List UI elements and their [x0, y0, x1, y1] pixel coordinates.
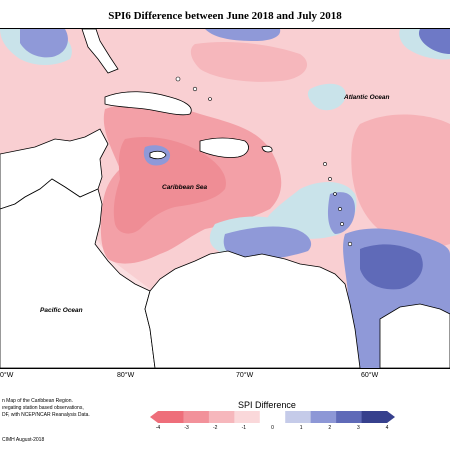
credits-line-3: DF, with NCEP/NCAR Reanalysis Data. [2, 412, 90, 418]
legend-tick-label: -2 [213, 425, 218, 431]
small-islands [175, 76, 353, 247]
legend-cell [336, 411, 362, 423]
legend-color-cells [158, 411, 388, 423]
map-panel[interactable]: Atlantic Ocean Caribbean Sea Pacific Oce… [0, 28, 450, 369]
credits-line-2: ıregating station based observations, [2, 405, 84, 411]
legend-tick-label: -4 [155, 425, 161, 431]
caribbean-sea-label: Caribbean Sea [162, 184, 208, 191]
credits-line-1: n Map of the Caribbean Region. [2, 398, 73, 404]
legend-tick-label: -1 [241, 425, 247, 431]
land-masses [0, 29, 450, 368]
legend-colorbar [150, 411, 395, 423]
cuba-land [104, 91, 192, 116]
legend-title: SPI Difference [238, 400, 296, 410]
florida-land [81, 29, 119, 74]
lon-label-60w: 60°W [361, 372, 379, 379]
legend-tick-label: 2 [328, 425, 332, 431]
hispaniola-land [199, 137, 249, 158]
blue-windward [327, 192, 355, 234]
lon-label-80w: 80°W [117, 372, 135, 379]
legend-tick-label: 1 [299, 425, 303, 431]
deep-blue-guianas [360, 244, 423, 290]
blue-northeast [418, 29, 450, 54]
pacific-ocean-label: Pacific Ocean [40, 307, 83, 314]
atlantic-red-patch-north [190, 42, 308, 82]
legend-cell [158, 411, 184, 423]
light-blue-atlantic [307, 83, 346, 111]
guianas-interior-land [379, 303, 450, 368]
legend-cell [183, 411, 210, 423]
atlantic-red-patch-east [351, 114, 450, 247]
lon-label-70w: 70°W [236, 372, 254, 379]
legend-cell [361, 411, 388, 423]
map-canvas: Atlantic Ocean Caribbean Sea Pacific Oce… [0, 29, 450, 368]
lon-label-0: 0°W [0, 372, 14, 379]
puerto-rico-land [261, 145, 273, 153]
legend-high-arrow [387, 411, 395, 423]
blue-north-center [205, 29, 281, 41]
map-title: SPI6 Difference between June 2018 and Ju… [108, 10, 342, 22]
legend-tick-label: 0 [271, 425, 274, 431]
blue-northwest [20, 29, 68, 58]
legend-cell [234, 411, 261, 423]
deepest-red-core [113, 137, 226, 234]
legend-tick-label: -3 [184, 425, 189, 431]
blue-venezuela-coast [223, 226, 312, 261]
credits-block: n Map of the Caribbean Region. ıregating… [2, 398, 90, 419]
legend-cell [285, 411, 311, 423]
south-america-land [144, 250, 361, 368]
legend-tick-label: 3 [356, 425, 360, 431]
jamaica-land [149, 150, 167, 160]
legend-cell [259, 411, 286, 423]
legend-cell [310, 411, 337, 423]
copyright-text: CIMH August-2018 [2, 437, 45, 443]
atlantic-ocean-label: Atlantic Ocean [343, 94, 390, 101]
legend-low-arrow [150, 411, 158, 423]
legend-cell [208, 411, 235, 423]
legend-tick-label: 4 [385, 425, 389, 431]
